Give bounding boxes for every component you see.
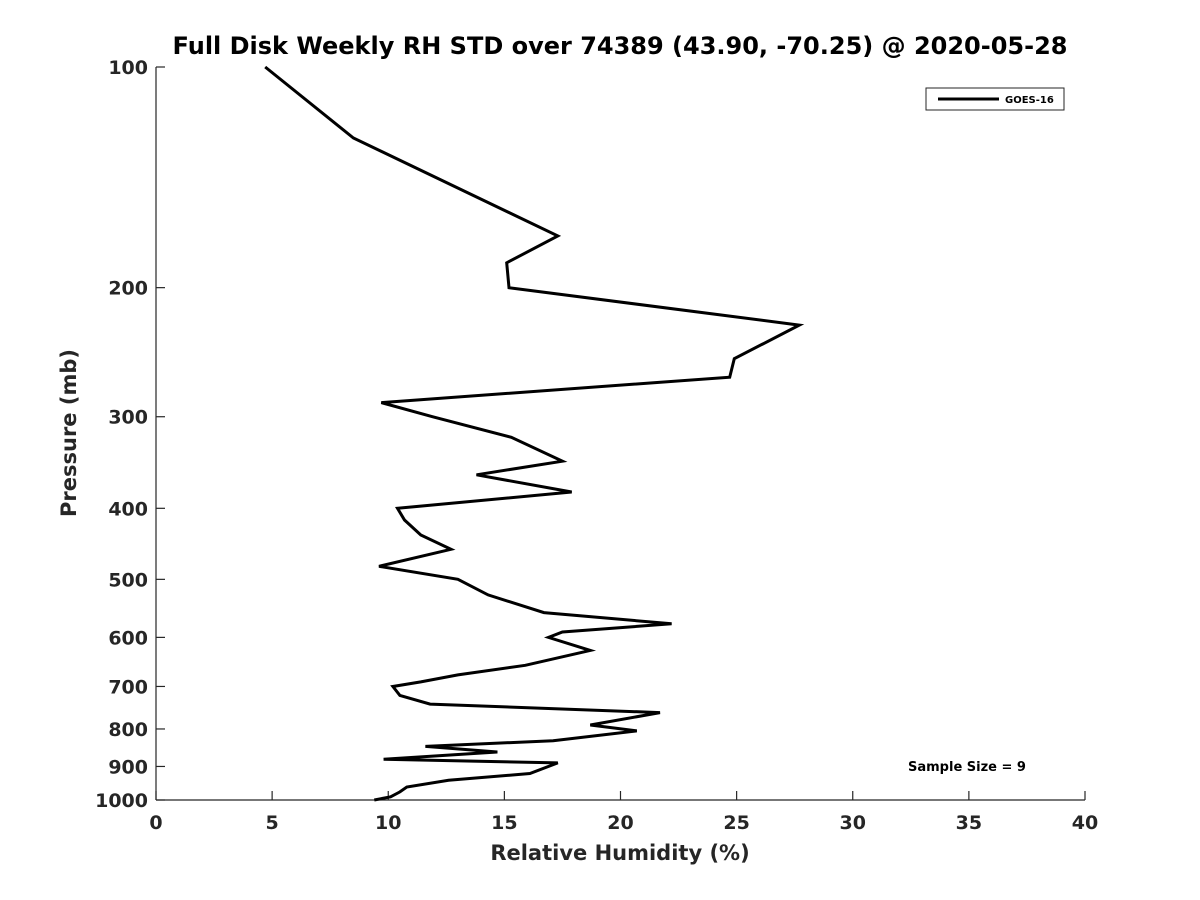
legend: GOES-16 — [925, 87, 1065, 111]
x-axis-ticks: 0 5 10 15 20 25 30 35 40 — [149, 791, 1098, 834]
y-tick-label: 1000 — [95, 790, 148, 812]
y-tick-label: 300 — [108, 407, 148, 429]
x-tick-label: 25 — [723, 812, 749, 834]
series-line-goes-16 — [264, 65, 805, 802]
x-tick-label: 0 — [149, 812, 162, 834]
y-tick-label: 400 — [108, 498, 148, 520]
x-tick-label: 5 — [266, 812, 279, 834]
y-tick-label: 600 — [108, 627, 148, 649]
series-group — [264, 65, 805, 802]
y-tick-label: 900 — [108, 756, 148, 778]
x-tick-label: 10 — [375, 812, 401, 834]
y-axis-label: Pressure (mb) — [57, 349, 81, 517]
y-tick-label: 800 — [108, 719, 148, 741]
y-tick-label: 200 — [108, 278, 148, 300]
legend-entry-goes-16: GOES-16 — [1005, 95, 1054, 106]
x-tick-label: 20 — [607, 812, 633, 834]
y-tick-label: 100 — [108, 57, 148, 79]
x-tick-label: 15 — [491, 812, 517, 834]
y-tick-label: 700 — [108, 676, 148, 698]
x-tick-label: 35 — [956, 812, 982, 834]
y-tick-label: 500 — [108, 569, 148, 591]
x-tick-label: 30 — [840, 812, 866, 834]
chart-title: Full Disk Weekly RH STD over 74389 (43.9… — [173, 32, 1068, 60]
sample-size-annotation: Sample Size = 9 — [908, 760, 1026, 775]
y-axis-ticks: 100 200 300 400 500 600 700 800 900 1000 — [95, 57, 165, 812]
x-tick-label: 40 — [1072, 812, 1098, 834]
x-axis-label: Relative Humidity (%) — [490, 841, 749, 865]
